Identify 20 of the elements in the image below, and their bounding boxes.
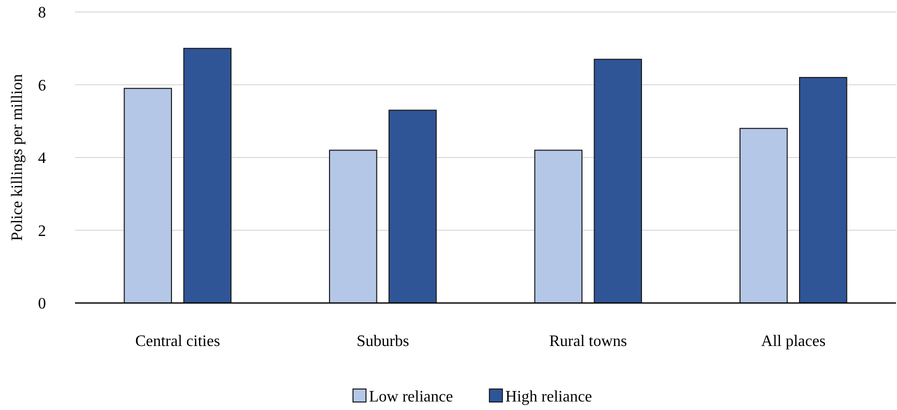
x-tick-label: Rural towns	[549, 333, 628, 350]
bar	[183, 48, 232, 304]
bar	[740, 128, 788, 304]
legend-label: High reliance	[505, 388, 592, 406]
bar	[594, 58, 642, 304]
y-tick-label: 2	[38, 222, 46, 240]
x-tick-label: Central cities	[135, 333, 220, 350]
y-tick-label: 4	[38, 150, 46, 168]
legend-label: Low reliance	[369, 388, 453, 406]
bar	[799, 76, 848, 304]
x-tick-label: All places	[761, 333, 826, 350]
bar	[534, 150, 582, 304]
bar	[388, 110, 437, 304]
bar	[124, 88, 172, 304]
y-tick-label: 6	[38, 77, 46, 94]
y-tick-label: 0	[38, 296, 46, 313]
y-axis-title: Police killings per million	[9, 74, 26, 241]
bar	[329, 150, 378, 304]
y-tick-label: 8	[38, 4, 46, 22]
x-tick-label: Suburbs	[356, 333, 410, 350]
